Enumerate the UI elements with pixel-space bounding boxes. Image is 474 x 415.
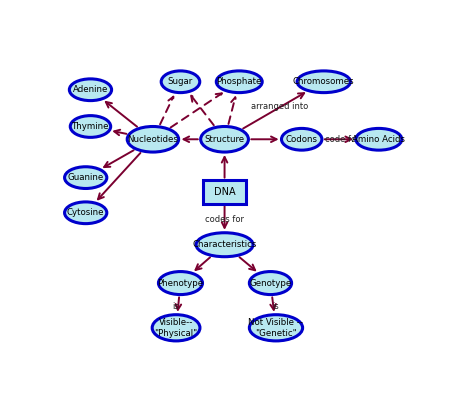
Text: Cytosine: Cytosine	[67, 208, 104, 217]
Text: Characteristics: Characteristics	[192, 240, 257, 249]
Ellipse shape	[216, 71, 262, 93]
Ellipse shape	[70, 116, 110, 137]
Text: Phosphate: Phosphate	[217, 77, 262, 86]
Ellipse shape	[196, 233, 253, 257]
Ellipse shape	[161, 71, 200, 93]
Text: Genotype: Genotype	[249, 278, 292, 288]
Ellipse shape	[249, 271, 292, 295]
Text: Adenine: Adenine	[73, 85, 108, 94]
Text: Phenotype: Phenotype	[157, 278, 203, 288]
Text: code for: code for	[325, 135, 359, 144]
Ellipse shape	[201, 127, 248, 152]
Text: Thymine: Thymine	[72, 122, 109, 131]
Text: Sugar: Sugar	[168, 77, 193, 86]
Ellipse shape	[249, 315, 302, 341]
Ellipse shape	[69, 79, 111, 100]
Text: DNA: DNA	[214, 187, 236, 197]
Text: Amino Acids: Amino Acids	[352, 135, 405, 144]
Text: Visible--
"Physical": Visible-- "Physical"	[155, 318, 198, 337]
Ellipse shape	[297, 71, 350, 93]
Text: Structure: Structure	[204, 135, 245, 144]
Ellipse shape	[64, 167, 107, 188]
Ellipse shape	[127, 127, 179, 152]
Text: Guanine: Guanine	[68, 173, 104, 182]
Text: codes for: codes for	[205, 215, 244, 224]
Text: Chromosomes: Chromosomes	[293, 77, 355, 86]
Ellipse shape	[282, 128, 322, 150]
Text: Not Visible --
"Genetic": Not Visible -- "Genetic"	[248, 318, 303, 337]
Ellipse shape	[356, 128, 402, 150]
Text: is: is	[273, 302, 279, 310]
Text: Nucleotides: Nucleotides	[128, 135, 178, 144]
Ellipse shape	[152, 315, 200, 341]
FancyBboxPatch shape	[203, 181, 246, 203]
Text: Codons: Codons	[286, 135, 318, 144]
Ellipse shape	[158, 271, 202, 295]
Ellipse shape	[64, 202, 107, 224]
Text: arranged into: arranged into	[251, 102, 308, 111]
Text: is: is	[173, 302, 180, 310]
